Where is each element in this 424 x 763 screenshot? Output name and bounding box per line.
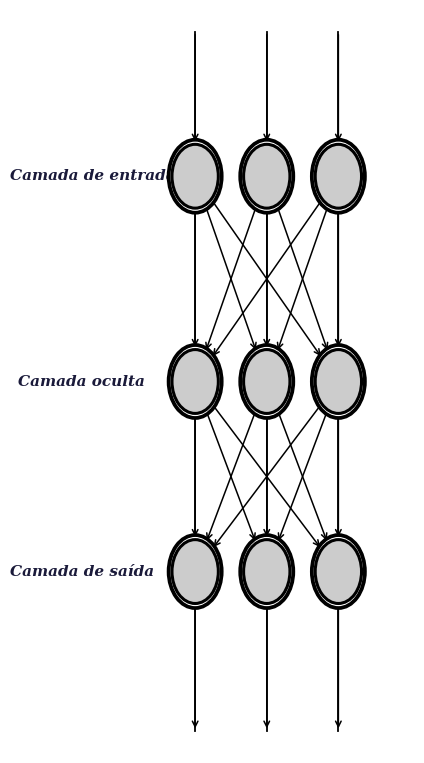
- Ellipse shape: [244, 144, 290, 208]
- Ellipse shape: [315, 349, 362, 414]
- Ellipse shape: [240, 345, 293, 418]
- Ellipse shape: [240, 535, 293, 608]
- Text: Camada de entrada: Camada de entrada: [10, 169, 176, 183]
- Ellipse shape: [244, 349, 290, 414]
- Ellipse shape: [169, 345, 222, 418]
- Ellipse shape: [312, 140, 365, 213]
- Ellipse shape: [169, 535, 222, 608]
- Ellipse shape: [169, 140, 222, 213]
- Ellipse shape: [312, 535, 365, 608]
- Ellipse shape: [315, 539, 362, 604]
- Ellipse shape: [312, 345, 365, 418]
- Ellipse shape: [244, 539, 290, 604]
- Ellipse shape: [172, 349, 218, 414]
- Ellipse shape: [315, 144, 362, 208]
- Text: Camada de saída: Camada de saída: [10, 565, 154, 578]
- Ellipse shape: [240, 140, 293, 213]
- Ellipse shape: [172, 539, 218, 604]
- Text: Camada oculta: Camada oculta: [18, 375, 145, 388]
- Ellipse shape: [172, 144, 218, 208]
